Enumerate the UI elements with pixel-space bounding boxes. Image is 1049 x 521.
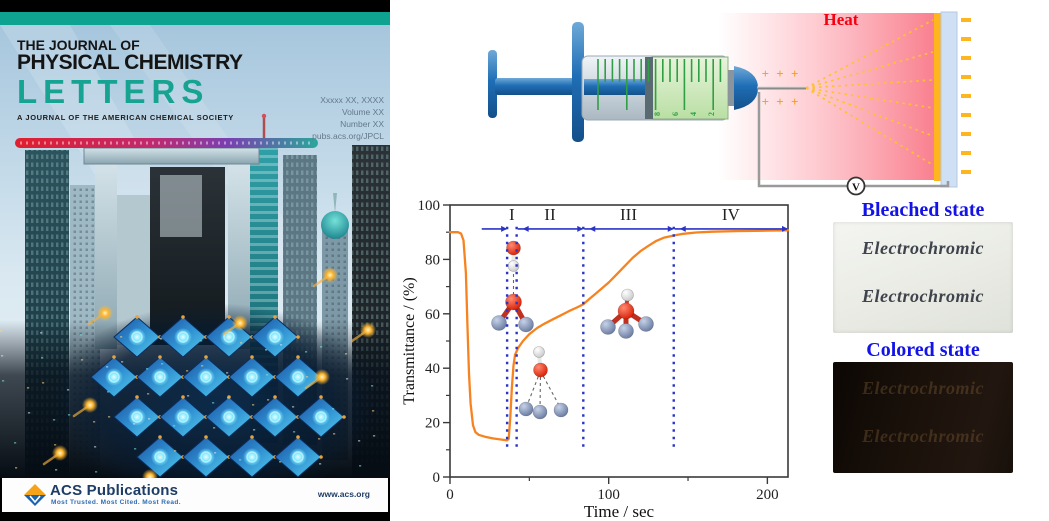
cover-footer: ACS Publications Most Trusted. Most Cite… xyxy=(2,478,388,512)
journal-cover: THE JOURNAL OF PHYSICAL CHEMISTRY LETTER… xyxy=(0,0,390,521)
issue-volume: Volume XX xyxy=(341,107,384,117)
transmittance-chart: 0 20 40 60 80 100 0 100 200 Time / sec Transmittan… xyxy=(401,198,790,521)
colored-beam xyxy=(15,138,318,148)
svg-text:60: 60 xyxy=(425,307,440,323)
y-axis-label: Transmittance / (%) xyxy=(401,277,418,404)
negative-charge-dashes xyxy=(961,18,971,174)
syringe: 8 6 4 2 xyxy=(488,22,806,142)
bleached-state-label: Bleached state xyxy=(861,199,985,221)
syringe-scale: 8 6 4 2 xyxy=(597,59,722,116)
cover-artwork xyxy=(0,25,390,478)
svg-text:0: 0 xyxy=(446,487,454,503)
publisher-name: ACS Publications xyxy=(50,482,179,499)
electrochromic-text: Electrochromic xyxy=(862,238,984,258)
svg-text:6: 6 xyxy=(671,112,680,116)
publisher-website: www.acs.org xyxy=(317,489,370,499)
issue-number: Number XX xyxy=(340,119,384,129)
svg-text:20: 20 xyxy=(425,416,440,432)
acs-logo-icon xyxy=(24,484,46,506)
svg-text:2: 2 xyxy=(707,112,716,116)
stage-label: I xyxy=(509,205,515,224)
perovskite-lattice xyxy=(90,315,346,478)
molecule-illustrations xyxy=(491,240,654,420)
svg-text:100: 100 xyxy=(418,198,441,214)
journal-title-block: THE JOURNAL OF PHYSICAL CHEMISTRY LETTER… xyxy=(17,38,243,122)
stage-label: IV xyxy=(722,205,741,224)
transmittance-curve xyxy=(448,229,790,442)
issue-url: pubs.acs.org/JPCL xyxy=(312,131,384,141)
journal-title-line1: THE JOURNAL OF xyxy=(17,37,140,53)
svg-text:0: 0 xyxy=(433,470,441,486)
electrochromic-text: Electrochromic xyxy=(862,286,984,306)
journal-title-line2: PHYSICAL CHEMISTRY xyxy=(17,51,243,75)
issue-info: Xxxxx XX, XXXX Volume XX Number XX pubs.… xyxy=(312,94,384,142)
journal-title-line3: LETTERS xyxy=(17,72,210,110)
plus-charges-top: + + + xyxy=(762,66,801,81)
svg-text:4: 4 xyxy=(689,112,698,116)
svg-text:200: 200 xyxy=(756,487,779,503)
voltmeter-icon xyxy=(846,176,866,196)
svg-text:100: 100 xyxy=(597,487,620,503)
film-layer xyxy=(934,13,941,181)
stage-annotations: I II III IV xyxy=(481,205,788,232)
svg-text:80: 80 xyxy=(425,252,440,268)
colored-sample-photo: Electrochromic Electrochromic xyxy=(833,362,1013,473)
spray-jets xyxy=(805,19,934,166)
stage-label: III xyxy=(620,205,637,224)
bleached-sample-photo: Electrochromic Electrochromic xyxy=(833,222,1013,333)
plot-frame xyxy=(449,204,789,478)
substrate-glass xyxy=(940,11,958,188)
journal-subtitle: A JOURNAL OF THE AMERICAN CHEMICAL SOCIE… xyxy=(17,113,234,123)
x-axis-label: Time / sec xyxy=(584,502,655,521)
colored-state-label: Colored state xyxy=(866,339,980,361)
publisher-tagline: Most Trusted. Most Cited. Most Read. xyxy=(51,499,181,506)
cover-top-bar xyxy=(0,12,390,25)
nozzle xyxy=(734,66,758,110)
voltmeter-label: V xyxy=(852,182,860,194)
svg-text:8: 8 xyxy=(653,112,662,116)
svg-text:40: 40 xyxy=(425,361,440,377)
city-lights xyxy=(0,330,376,473)
heat-label: Heat xyxy=(823,10,859,29)
plus-charges-bottom: + + + xyxy=(762,94,801,109)
orange-comets xyxy=(42,267,376,478)
issue-date: Xxxxx XX, XXXX xyxy=(320,95,384,105)
electrochromic-text: Electrochromic xyxy=(862,426,984,446)
electrochromic-text: Electrochromic xyxy=(862,378,984,398)
stage-label: II xyxy=(544,205,556,224)
electrospray-apparatus: 8 6 4 2 + + + + + + V xyxy=(488,11,971,196)
